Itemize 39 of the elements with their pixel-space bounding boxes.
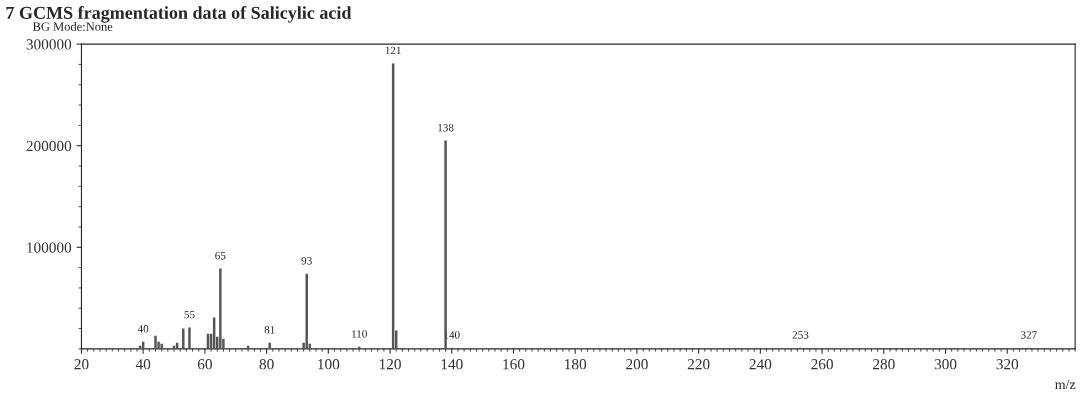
x-tick-label: 320 [996, 359, 1019, 370]
x-tick-label: 60 [197, 359, 212, 370]
y-tick-label: 200000 [26, 140, 72, 152]
annotation: 121 [385, 46, 401, 55]
x-tick-label: 200 [626, 359, 648, 370]
x-tick-label: 220 [687, 359, 710, 370]
annotation: 138 [438, 123, 454, 132]
annotation: 40 [137, 325, 149, 333]
chart-title: 7 GCMS fragmentation data of Salicylic acid [6, 6, 352, 23]
x-tick-label: 40 [135, 359, 151, 370]
x-tick-label: 260 [811, 359, 833, 370]
x-tick-label: 140 [441, 359, 463, 370]
x-tick-label: 240 [749, 359, 772, 370]
bar [305, 273, 308, 349]
annotation: 327 [1021, 331, 1037, 339]
x-tick-label: 180 [565, 359, 587, 370]
x-tick-label: 20 [74, 359, 89, 370]
bar [188, 327, 191, 349]
annotation: 65 [215, 251, 226, 260]
x-tick-label: 280 [873, 359, 895, 370]
x-axis-title: m/z [1055, 379, 1076, 390]
x-tick-label: 160 [503, 359, 525, 370]
annotation: 253 [792, 331, 809, 339]
y-tick-label: 300000 [26, 39, 72, 50]
annotation: 110 [352, 330, 367, 338]
annotation: 81 [264, 326, 275, 334]
x-tick-label: 300 [934, 359, 957, 370]
x-tick-label: 120 [379, 359, 401, 370]
annotation: 93 [301, 257, 312, 265]
bar [268, 342, 271, 349]
x-tick-label: 100 [318, 359, 340, 370]
bar [182, 328, 185, 349]
bar [219, 268, 222, 349]
y-tick-label: 100000 [27, 242, 72, 253]
bar [160, 343, 163, 349]
x-tick-label: 80 [259, 359, 274, 370]
annotation: 55 [184, 310, 195, 319]
bar [154, 335, 157, 349]
chart-subtitle: BG Mode:None [32, 22, 113, 31]
